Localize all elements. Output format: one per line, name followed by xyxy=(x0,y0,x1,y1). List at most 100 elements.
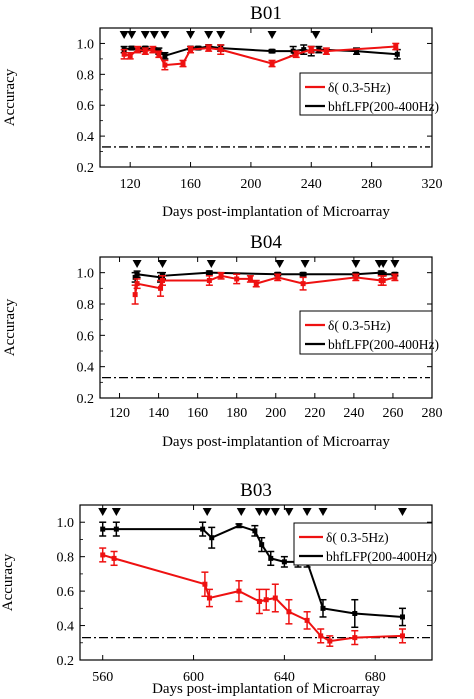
significance-marker xyxy=(378,260,388,268)
y-tick-label: 0.4 xyxy=(77,130,95,145)
data-point xyxy=(272,595,278,601)
data-point xyxy=(162,62,168,68)
y-axis-label: Accuracy xyxy=(2,68,18,126)
data-point xyxy=(320,605,326,611)
data-point xyxy=(113,526,119,532)
y-tick-label: 0.4 xyxy=(77,361,95,376)
data-point xyxy=(269,48,275,54)
legend-box xyxy=(293,522,433,566)
x-tick-label: 200 xyxy=(265,406,286,421)
x-tick-label: 160 xyxy=(180,177,201,192)
data-point xyxy=(327,638,333,644)
data-point xyxy=(206,270,212,276)
data-point xyxy=(353,274,359,280)
data-point xyxy=(286,609,292,615)
data-point xyxy=(188,47,194,53)
data-point xyxy=(253,281,259,287)
x-tick-label: 200 xyxy=(240,177,261,192)
x-tick-label: 180 xyxy=(226,406,247,421)
data-point xyxy=(301,47,307,53)
data-point xyxy=(399,633,405,639)
significance-marker xyxy=(284,508,294,516)
legend-entry: bhfLFP(200-400Hz) xyxy=(328,337,439,352)
x-tick-label: 560 xyxy=(92,670,113,685)
data-point xyxy=(218,47,224,53)
data-point xyxy=(100,526,106,532)
data-point xyxy=(206,45,212,51)
data-point xyxy=(269,61,275,67)
data-point xyxy=(352,611,358,616)
x-tick-label: 120 xyxy=(120,177,141,192)
data-point xyxy=(352,635,358,641)
significance-marker xyxy=(351,260,361,268)
data-point xyxy=(180,61,186,67)
x-axis-label: Days post-implantation of Microarray xyxy=(162,204,390,220)
significance-marker xyxy=(140,31,150,39)
x-tick-label: 280 xyxy=(361,177,382,192)
series-line xyxy=(123,45,396,67)
significance-marker xyxy=(236,508,246,516)
legend-box xyxy=(299,72,433,116)
data-point xyxy=(135,47,141,53)
data-point xyxy=(236,588,242,594)
significance-marker xyxy=(270,508,280,516)
series-delta xyxy=(131,271,399,305)
significance-marker xyxy=(206,260,216,268)
y-tick-label: 0.2 xyxy=(77,392,95,407)
data-point xyxy=(111,555,117,561)
data-point xyxy=(308,47,314,53)
plot-frame xyxy=(79,504,433,661)
chart-title: B03 xyxy=(240,480,272,501)
y-axis-label: Accuracy xyxy=(0,553,16,611)
data-point xyxy=(252,528,258,534)
data-point xyxy=(259,542,265,548)
data-point xyxy=(380,278,386,283)
legend-entry: bhfLFP(200-400Hz) xyxy=(328,99,439,114)
significance-marker xyxy=(98,508,108,516)
data-point xyxy=(127,53,133,59)
significance-marker xyxy=(397,508,407,516)
series-line xyxy=(102,553,403,643)
series-delta xyxy=(99,547,406,647)
legend-entry: δ( 0.3-5Hz) xyxy=(326,530,389,545)
chart-panel-b04: B04 0.2 0.4 0.6 0.8 1.0 120 140 160 180 200 220 240 2… xyxy=(2,232,443,450)
significance-marker xyxy=(300,260,310,268)
data-point xyxy=(236,523,242,529)
data-point xyxy=(263,597,269,603)
significance-marker xyxy=(127,31,137,39)
data-point xyxy=(399,614,405,620)
y-axis-label: Accuracy xyxy=(2,298,18,356)
significance-marker xyxy=(311,31,321,39)
x-axis-label: Days post-implatantion of Microarray xyxy=(162,434,390,450)
significance-marker xyxy=(160,31,170,39)
x-tick-label: 320 xyxy=(422,177,443,192)
x-tick-label: 160 xyxy=(187,406,208,421)
data-point xyxy=(129,45,135,51)
legend: δ( 0.3-5Hz) bhfLFP(200-400Hz) xyxy=(299,72,439,116)
data-point xyxy=(218,273,224,279)
y-tick-label: 0.2 xyxy=(77,161,95,176)
significance-marker xyxy=(267,31,277,39)
legend-entry: δ( 0.3-5Hz) xyxy=(328,80,391,95)
data-point xyxy=(392,274,398,280)
data-point xyxy=(150,47,156,53)
x-axis-label: Days post-implantation of Microarray xyxy=(152,681,380,697)
series-bhflfp xyxy=(120,44,401,60)
data-point xyxy=(134,271,140,277)
significance-marker xyxy=(149,31,159,39)
data-point xyxy=(256,598,262,604)
y-tick-label: 1.0 xyxy=(57,516,75,531)
x-tick-label: 260 xyxy=(382,406,403,421)
data-point xyxy=(268,555,274,561)
significance-marker xyxy=(119,31,129,39)
y-tick-label: 1.0 xyxy=(77,37,95,52)
y-tick-label: 0.6 xyxy=(77,329,95,344)
significance-marker xyxy=(204,31,214,39)
data-point xyxy=(206,278,212,283)
data-point xyxy=(100,552,106,558)
data-point xyxy=(134,281,140,287)
x-tick-label: 240 xyxy=(301,177,322,192)
y-tick-label: 0.6 xyxy=(57,585,75,600)
